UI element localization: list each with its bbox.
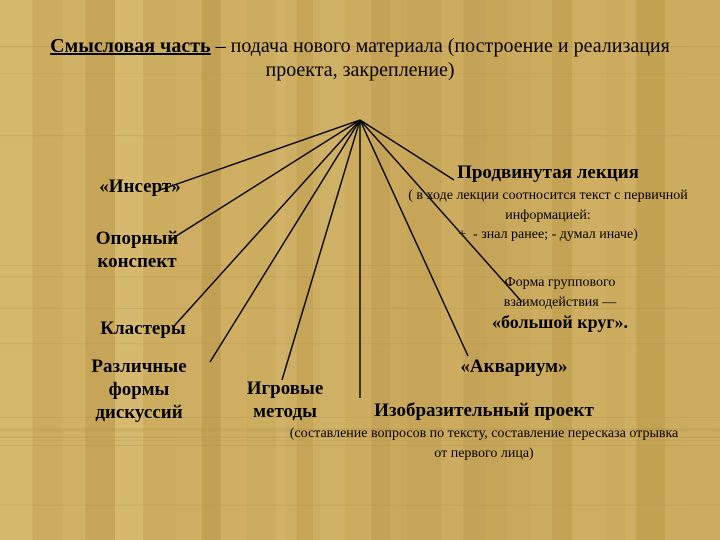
title-underlined: Смысловая часть xyxy=(50,35,210,57)
node-oporny: Опорныйконспект xyxy=(52,228,222,274)
node-bigcircle: Форма групповоговзаимодействия —«большой… xyxy=(430,272,690,333)
slide-title: Смысловая часть – подача нового материал… xyxy=(40,34,680,82)
node-aquarium: «Аквариум» xyxy=(414,356,614,379)
line-games xyxy=(282,120,360,380)
node-clusters: Кластеры xyxy=(58,318,228,341)
line-discuss xyxy=(210,120,360,362)
title-rest: – подача нового материала (построение и … xyxy=(211,35,670,81)
slide-canvas: Смысловая часть – подача нового материал… xyxy=(0,0,720,540)
line-clusters xyxy=(175,120,360,325)
node-izobr: Изобразительный проект(составление вопро… xyxy=(284,400,684,462)
node-insert: «Инсерт» xyxy=(60,176,220,199)
node-lecture: Продвинутая лекция( в ходе лекции соотно… xyxy=(398,162,698,244)
